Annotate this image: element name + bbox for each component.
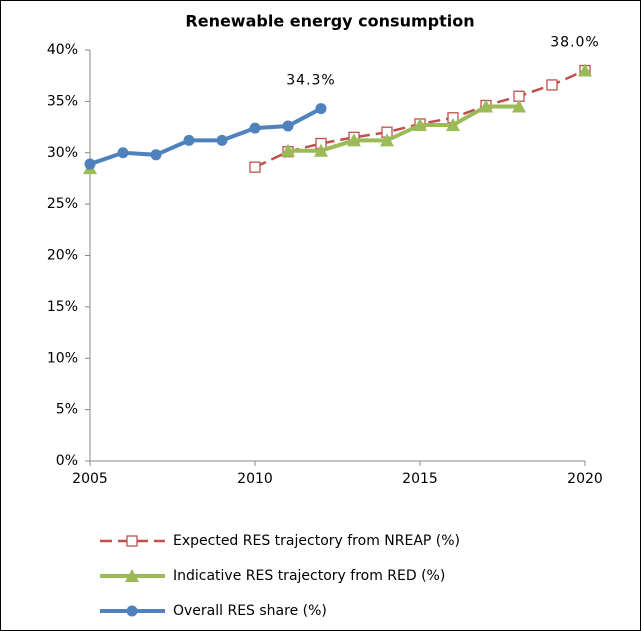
data-point bbox=[314, 143, 328, 157]
y-tick-label: 30% bbox=[47, 145, 78, 161]
data-point bbox=[380, 133, 394, 147]
data-label: 34.3% bbox=[286, 73, 335, 89]
y-tick-label: 15% bbox=[47, 299, 78, 315]
data-point bbox=[347, 133, 361, 147]
legend-label: Overall RES share (%) bbox=[173, 603, 327, 619]
y-tick-label: 10% bbox=[47, 350, 78, 366]
y-tick-label: 35% bbox=[47, 93, 78, 109]
data-point bbox=[117, 147, 129, 159]
data-point bbox=[249, 161, 261, 173]
data-point bbox=[150, 149, 162, 161]
y-tick-label: 40% bbox=[47, 42, 78, 58]
y-tick-label: 20% bbox=[47, 248, 78, 264]
data-point bbox=[315, 103, 327, 115]
y-tick-label: 5% bbox=[56, 402, 78, 418]
data-point bbox=[216, 134, 228, 146]
chart-title: Renewable energy consumption bbox=[185, 12, 474, 31]
data-point bbox=[84, 158, 96, 170]
data-point bbox=[546, 79, 558, 91]
data-point bbox=[446, 118, 460, 132]
data-point bbox=[578, 63, 592, 77]
data-point bbox=[282, 120, 294, 132]
x-tick-label: 2020 bbox=[567, 471, 603, 487]
series-line bbox=[89, 106, 322, 166]
x-tick-label: 2015 bbox=[402, 471, 438, 487]
y-tick-label: 0% bbox=[56, 453, 78, 469]
data-label: 38.0% bbox=[550, 35, 599, 51]
x-tick-label: 2010 bbox=[237, 471, 273, 487]
data-point bbox=[413, 118, 427, 132]
legend-marker bbox=[125, 569, 139, 582]
data-point bbox=[281, 143, 295, 157]
y-tick-label: 25% bbox=[47, 196, 78, 212]
data-point bbox=[183, 134, 195, 146]
legend-marker bbox=[126, 605, 138, 617]
legend-label: Expected RES trajectory from NREAP (%) bbox=[173, 533, 460, 549]
legend-label: Indicative RES trajectory from RED (%) bbox=[173, 568, 445, 584]
data-point bbox=[512, 99, 526, 113]
x-tick-label: 2005 bbox=[72, 471, 108, 487]
data-point bbox=[249, 122, 261, 134]
data-point bbox=[479, 99, 493, 113]
legend-marker bbox=[126, 535, 138, 547]
